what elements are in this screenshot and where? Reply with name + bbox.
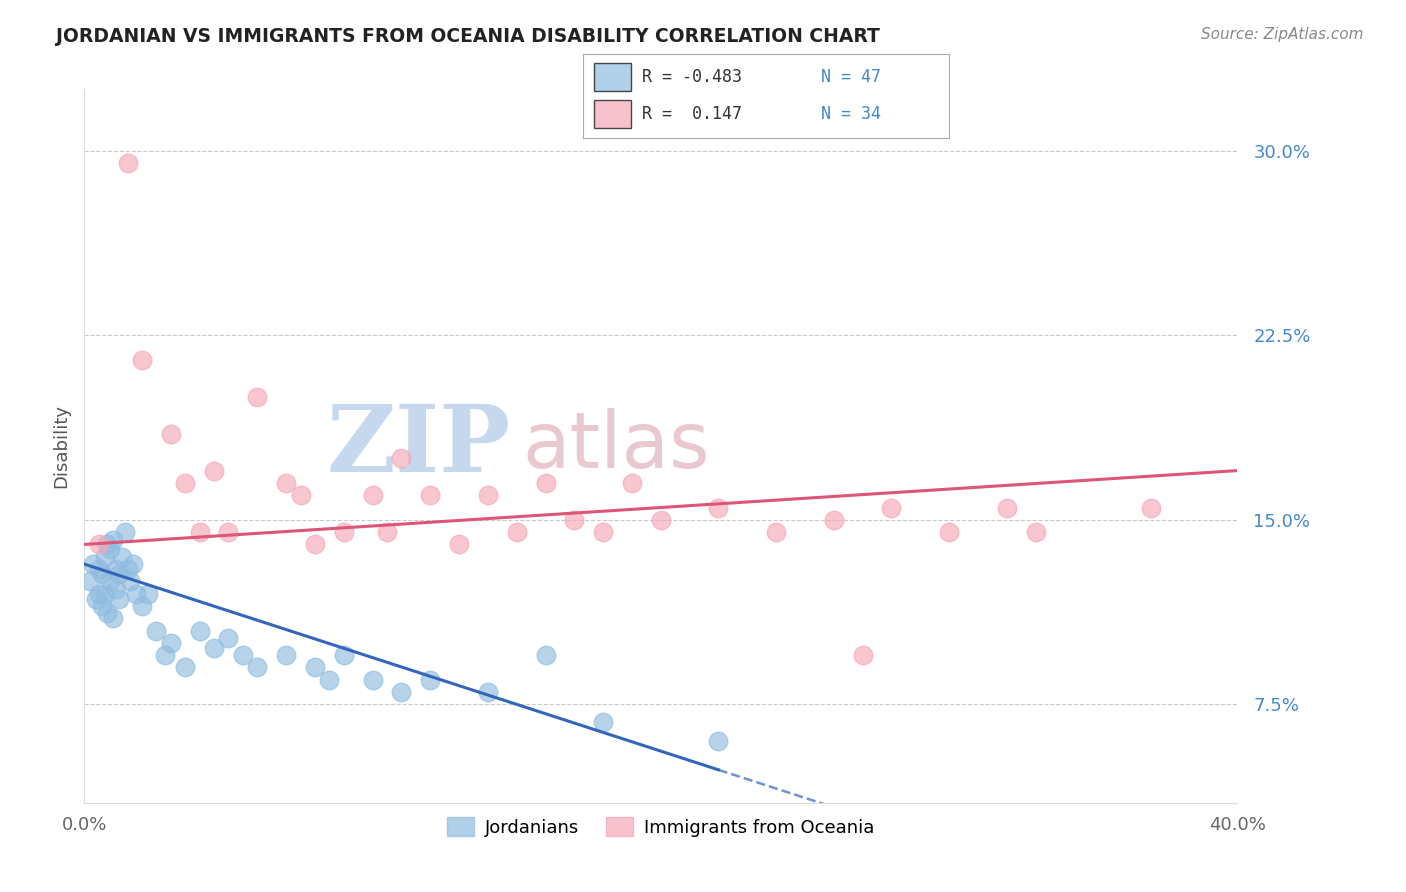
- Point: [246, 390, 269, 404]
- Point: [564, 513, 586, 527]
- Point: [145, 624, 167, 638]
- Point: [534, 648, 557, 662]
- Point: [93, 549, 115, 564]
- Point: [391, 685, 413, 699]
- Point: [202, 640, 225, 655]
- Point: [105, 582, 128, 596]
- Point: [506, 525, 529, 540]
- Point: [125, 587, 148, 601]
- Point: [202, 464, 225, 478]
- Point: [131, 599, 153, 613]
- Point: [304, 537, 326, 551]
- Point: [707, 500, 730, 515]
- Point: [96, 537, 118, 551]
- Text: N = 47: N = 47: [821, 68, 882, 86]
- Point: [218, 525, 240, 540]
- Text: N = 34: N = 34: [821, 105, 882, 123]
- Point: [96, 607, 118, 621]
- Point: [592, 714, 614, 729]
- Point: [114, 525, 136, 540]
- Point: [232, 648, 254, 662]
- Point: [84, 591, 107, 606]
- Point: [276, 648, 298, 662]
- Point: [188, 525, 211, 540]
- Point: [103, 533, 124, 547]
- Point: [1140, 500, 1163, 515]
- Point: [449, 537, 471, 551]
- Point: [153, 648, 176, 662]
- Point: [188, 624, 211, 638]
- Text: ZIP: ZIP: [326, 401, 510, 491]
- Point: [87, 537, 110, 551]
- Point: [361, 488, 384, 502]
- Point: [79, 574, 101, 589]
- Point: [131, 352, 153, 367]
- Point: [122, 557, 145, 571]
- Point: [318, 673, 340, 687]
- Point: [87, 587, 110, 601]
- Point: [218, 631, 240, 645]
- Point: [304, 660, 326, 674]
- Point: [98, 542, 121, 557]
- Point: [90, 566, 112, 581]
- Point: [823, 513, 845, 527]
- Point: [108, 566, 131, 581]
- Point: [111, 549, 134, 564]
- Point: [852, 648, 875, 662]
- Point: [333, 525, 356, 540]
- Point: [120, 574, 142, 589]
- Point: [1025, 525, 1047, 540]
- Point: [105, 562, 128, 576]
- Point: [174, 475, 197, 490]
- Point: [117, 156, 139, 170]
- Text: JORDANIAN VS IMMIGRANTS FROM OCEANIA DISABILITY CORRELATION CHART: JORDANIAN VS IMMIGRANTS FROM OCEANIA DIS…: [56, 27, 880, 45]
- Point: [391, 451, 413, 466]
- Point: [534, 475, 557, 490]
- Point: [707, 734, 730, 748]
- Point: [477, 488, 499, 502]
- Point: [650, 513, 672, 527]
- Point: [90, 599, 112, 613]
- Point: [160, 636, 183, 650]
- Y-axis label: Disability: Disability: [52, 404, 70, 488]
- Point: [108, 591, 131, 606]
- Point: [98, 574, 121, 589]
- Point: [160, 426, 183, 441]
- Text: R = -0.483: R = -0.483: [643, 68, 742, 86]
- Point: [290, 488, 312, 502]
- Point: [375, 525, 398, 540]
- Point: [276, 475, 298, 490]
- Point: [174, 660, 197, 674]
- FancyBboxPatch shape: [595, 100, 631, 128]
- Text: atlas: atlas: [523, 408, 710, 484]
- Point: [419, 673, 441, 687]
- Text: Source: ZipAtlas.com: Source: ZipAtlas.com: [1201, 27, 1364, 42]
- Point: [93, 587, 115, 601]
- Point: [87, 562, 110, 576]
- Point: [592, 525, 614, 540]
- Point: [246, 660, 269, 674]
- Point: [477, 685, 499, 699]
- FancyBboxPatch shape: [595, 62, 631, 91]
- Point: [333, 648, 356, 662]
- Point: [117, 562, 139, 576]
- Legend: Jordanians, Immigrants from Oceania: Jordanians, Immigrants from Oceania: [440, 810, 882, 844]
- Point: [361, 673, 384, 687]
- Text: R =  0.147: R = 0.147: [643, 105, 742, 123]
- Point: [880, 500, 903, 515]
- Point: [938, 525, 960, 540]
- Point: [621, 475, 644, 490]
- Point: [765, 525, 787, 540]
- Point: [419, 488, 441, 502]
- Point: [82, 557, 104, 571]
- Point: [103, 611, 124, 625]
- Point: [995, 500, 1018, 515]
- Point: [136, 587, 159, 601]
